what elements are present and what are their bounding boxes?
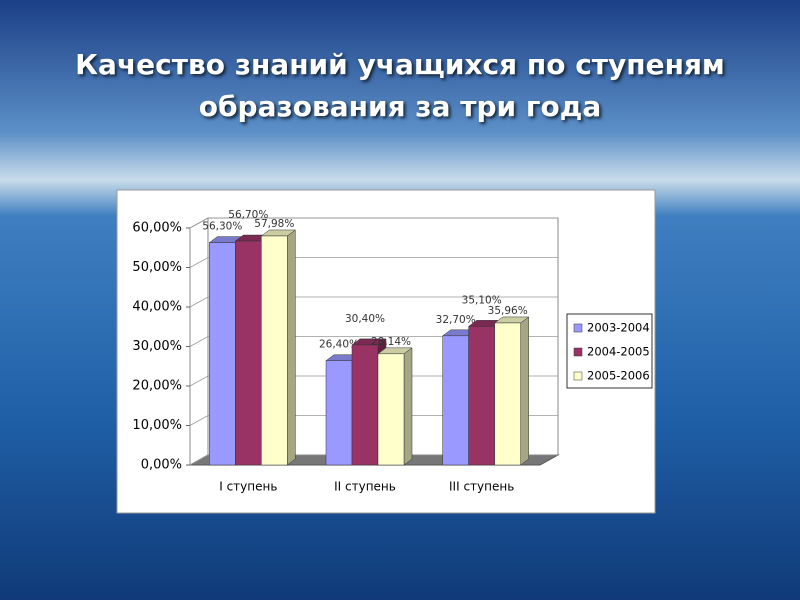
chart-title: Качество знаний учащихся по ступеням обр… [75, 48, 725, 123]
legend-label: 2004-2005 [587, 345, 650, 359]
legend-swatch [573, 347, 583, 357]
value-label: 30,40% [345, 313, 385, 325]
grid-line [189, 415, 558, 426]
grid-line [189, 454, 558, 466]
y-tick-label: 30,00% [132, 339, 182, 354]
bar [468, 326, 495, 466]
grid-line [189, 217, 558, 229]
value-label: 56,30% [202, 221, 242, 233]
grid-line [189, 336, 558, 347]
value-label: 35,96% [488, 305, 528, 317]
grid-line [189, 257, 558, 268]
legend-label: 2003-2004 [587, 321, 650, 335]
bar-side [287, 229, 296, 466]
legend-swatch [573, 323, 583, 333]
value-label: 32,70% [436, 314, 476, 326]
value-label: 57,98% [254, 218, 294, 230]
legend-label: 2005-2006 [587, 369, 650, 383]
value-label: 56,70% [228, 209, 268, 221]
bar [261, 235, 288, 466]
value-label: 26,40% [319, 339, 359, 351]
bar [377, 353, 405, 466]
grid-line [189, 375, 558, 387]
x-tick-label: III ступень [449, 480, 514, 494]
bar [351, 344, 379, 466]
legend-swatch [573, 371, 583, 381]
plot: 0,00% 10,00% 20,00% 30,00% 40,00% 50,00% 60,00… [132, 209, 649, 493]
bar [209, 242, 236, 466]
x-tick-label: II ступень [334, 480, 396, 494]
y-tick-label: 0,00% [141, 458, 182, 473]
bar [494, 322, 521, 466]
y-tick-label: 60,00% [132, 221, 182, 236]
value-label: 28,14% [371, 336, 411, 348]
x-tick-label: I ступень [219, 480, 277, 494]
y-tick-label: 50,00% [132, 260, 182, 275]
bar [235, 240, 262, 466]
bar-side [403, 347, 413, 466]
y-tick-label: 40,00% [132, 300, 182, 315]
y-tick-label: 10,00% [132, 418, 182, 433]
bar [325, 360, 353, 466]
y-tick-label: 20,00% [132, 379, 182, 394]
bar [442, 335, 469, 466]
value-label: 35,10% [462, 294, 502, 306]
grid-line [189, 296, 558, 308]
bar-side [520, 316, 529, 466]
